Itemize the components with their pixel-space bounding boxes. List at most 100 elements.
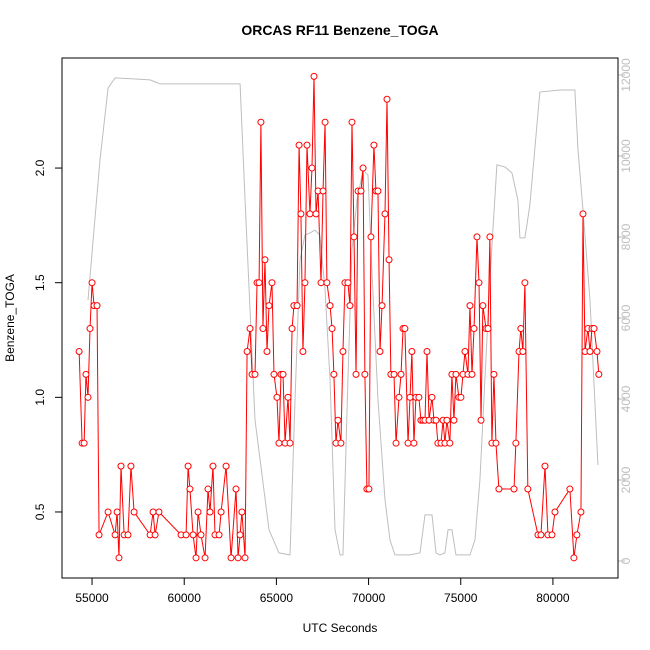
data-point [541, 462, 549, 470]
data-point [475, 279, 483, 287]
data-point [590, 325, 598, 333]
data-point [215, 531, 223, 539]
data-point [586, 347, 594, 355]
data-point [236, 531, 244, 539]
data-point [259, 325, 267, 333]
data-point [206, 508, 214, 516]
x-tick-label: 60000 [168, 591, 202, 605]
x-tick-label: 70000 [352, 591, 386, 605]
data-point [111, 531, 119, 539]
data-point [306, 210, 314, 218]
y2-tick-label: 0 [619, 557, 633, 564]
data-point [432, 416, 440, 424]
data-point [284, 393, 292, 401]
x-tick-label: 55000 [75, 591, 109, 605]
data-point [346, 302, 354, 310]
data-point [317, 279, 325, 287]
data-point [378, 302, 386, 310]
data-point [115, 554, 123, 562]
data-point [265, 302, 273, 310]
series-line [87, 77, 599, 556]
data-point [328, 325, 336, 333]
data-point [524, 485, 532, 493]
x-tick-label: 75000 [444, 591, 478, 605]
data-point [201, 554, 209, 562]
data-point [321, 118, 329, 126]
data-point [348, 118, 356, 126]
data-point [352, 370, 360, 378]
data-point [383, 95, 391, 103]
data-point [392, 439, 400, 447]
data-point [374, 187, 382, 195]
y-axis-label: Benzene_TOGA [3, 274, 17, 362]
data-point [330, 370, 338, 378]
data-point [82, 370, 90, 378]
data-point [510, 485, 518, 493]
data-point [337, 439, 345, 447]
data-point [415, 393, 423, 401]
data-point [479, 302, 487, 310]
data-point [517, 325, 525, 333]
plot-frame [61, 57, 619, 579]
x-axis-label: UTC Seconds [303, 621, 378, 635]
y-tick-label: 1.5 [33, 274, 47, 291]
y2-tick-label: 2000 [619, 466, 633, 493]
data-point [238, 508, 246, 516]
data-point [359, 164, 367, 172]
data-point [299, 347, 307, 355]
data-point [443, 416, 451, 424]
y-tick-label: 0.5 [33, 503, 47, 520]
data-point [370, 141, 378, 149]
data-point [577, 508, 585, 516]
series-line [78, 76, 600, 558]
y2-tick-label: 6000 [619, 304, 633, 331]
data-point [551, 508, 559, 516]
data-point [270, 370, 278, 378]
data-point [80, 439, 88, 447]
data-point [227, 554, 235, 562]
data-point [473, 233, 481, 241]
data-point [484, 325, 492, 333]
data-point [182, 531, 190, 539]
data-point [446, 439, 454, 447]
data-point [450, 416, 458, 424]
data-point [319, 187, 327, 195]
data-point [88, 279, 96, 287]
data-point [470, 325, 478, 333]
data-point [490, 370, 498, 378]
data-point [548, 531, 556, 539]
data-point [127, 462, 135, 470]
data-point [593, 347, 601, 355]
data-point [323, 279, 331, 287]
data-point [423, 347, 431, 355]
data-point [365, 485, 373, 493]
data-point [261, 256, 269, 264]
y-tick-label: 1.0 [33, 389, 47, 406]
data-point [410, 439, 418, 447]
data-point [397, 370, 405, 378]
data-point [243, 347, 251, 355]
data-point [595, 370, 603, 378]
data-point [189, 531, 197, 539]
data-point [84, 393, 92, 401]
data-point [75, 347, 83, 355]
data-point [395, 393, 403, 401]
y-tick-label: 2.0 [33, 159, 47, 176]
x-tick-label: 65000 [260, 591, 294, 605]
data-point [537, 531, 545, 539]
data-point [303, 141, 311, 149]
data-point [466, 302, 474, 310]
data-point [192, 554, 200, 562]
data-point [124, 531, 132, 539]
data-point [326, 302, 334, 310]
data-point [217, 508, 225, 516]
y2-tick-label: 10000 [619, 139, 633, 173]
data-point [401, 325, 409, 333]
data-point [495, 485, 503, 493]
data-point [149, 508, 157, 516]
data-point [184, 462, 192, 470]
data-point [104, 508, 112, 516]
data-point [288, 325, 296, 333]
data-point [492, 439, 500, 447]
